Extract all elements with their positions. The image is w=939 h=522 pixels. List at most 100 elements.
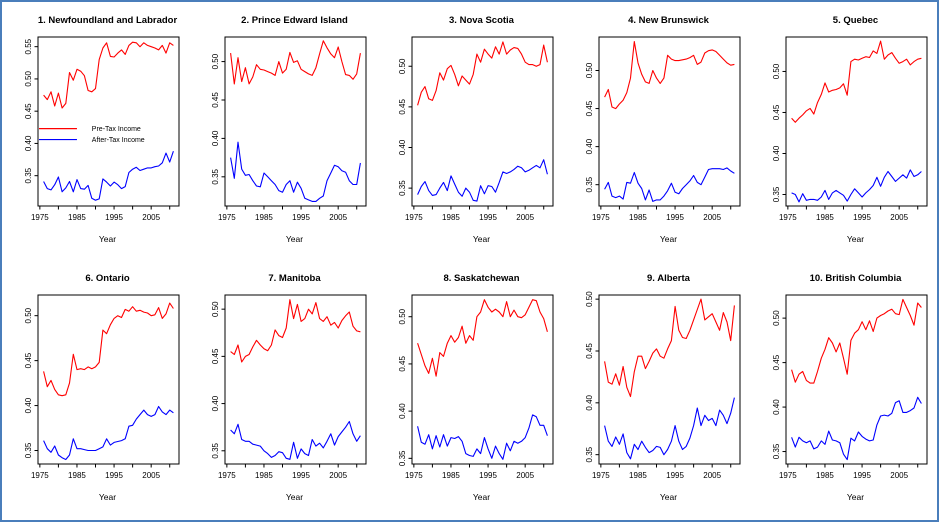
svg-text:0.50: 0.50 [585,291,594,307]
svg-text:0.40: 0.40 [772,399,781,415]
svg-text:0.45: 0.45 [211,92,220,108]
svg-text:1975: 1975 [405,213,423,222]
svg-text:0.45: 0.45 [211,348,220,364]
svg-text:1985: 1985 [442,471,460,480]
svg-text:1985: 1985 [255,213,273,222]
chart-title: 4. New Brunswick [628,15,709,26]
chart-plot-saskatchewan: 1975 1985 1995 2005 0.35 0.40 0.45 0.50 [398,294,554,480]
svg-text:0.45: 0.45 [398,99,407,115]
svg-text:0.35: 0.35 [211,168,220,184]
svg-text:1995: 1995 [479,471,497,480]
chart-plot-newfoundland-and-labrador: 1975 1985 1995 2005 0.35 0.40 0.45 0.50 0.55 Pre-… [24,36,180,222]
chart-title: 1. Newfoundland and Labrador [37,15,178,26]
svg-text:0.40: 0.40 [398,139,407,155]
svg-text:1995: 1995 [666,213,684,222]
svg-text:0.50: 0.50 [772,310,781,326]
chart-plot-prince-edward-island: 1975 1985 1995 2005 0.35 0.40 0.45 0.50 [211,36,367,222]
x-axis-label: Year [846,234,865,244]
svg-text:0.35: 0.35 [772,443,781,459]
svg-text:1985: 1985 [629,471,647,480]
svg-text:2005: 2005 [516,213,534,222]
svg-text:0.40: 0.40 [772,145,781,161]
svg-text:0.35: 0.35 [398,450,407,466]
svg-text:1975: 1975 [779,471,797,480]
svg-text:0.35: 0.35 [585,446,594,462]
svg-text:1985: 1985 [816,213,834,222]
svg-text:1985: 1985 [68,213,86,222]
chart-title: 9. Alberta [647,273,690,284]
chart-plot-manitoba: 1975 1985 1995 2005 0.35 0.40 0.45 0.50 [211,294,367,480]
chart-plot-british-columbia: 1975 1985 1995 2005 0.35 0.40 0.45 0.50 [772,294,928,480]
svg-text:1985: 1985 [629,213,647,222]
svg-text:2005: 2005 [142,471,160,480]
chart-title: 8. Saskatchewan [443,273,520,284]
svg-text:1985: 1985 [816,471,834,480]
svg-text:1985: 1985 [255,471,273,480]
svg-text:0.40: 0.40 [211,130,220,146]
chart-plot-alberta: 1975 1985 1995 2005 0.35 0.40 0.45 0.50 [585,291,741,480]
svg-text:0.40: 0.40 [398,403,407,419]
chart-plot-quebec: 1975 1985 1995 2005 0.35 0.40 0.45 0.50 [772,36,928,222]
svg-text:0.50: 0.50 [211,53,220,69]
svg-text:1975: 1975 [31,471,49,480]
svg-text:1985: 1985 [442,213,460,222]
svg-text:0.50: 0.50 [398,308,407,324]
svg-text:0.45: 0.45 [772,104,781,120]
svg-text:1975: 1975 [779,213,797,222]
chart-alberta: 9. Alberta 1975 1985 1995 2005 0.35 0.40 0.45 0… [565,268,752,518]
svg-text:0.35: 0.35 [24,442,33,458]
chart-british-columbia: 10. British Columbia 1975 1985 1995 2005 0.3… [752,268,939,518]
svg-text:0.45: 0.45 [24,103,33,119]
svg-text:0.35: 0.35 [772,186,781,202]
svg-text:0.45: 0.45 [585,343,594,359]
x-axis-label: Year [285,492,304,502]
chart-title: 5. Quebec [832,15,879,26]
svg-text:1975: 1975 [218,213,236,222]
svg-text:1975: 1975 [405,471,423,480]
x-axis-label: Year [659,234,678,244]
svg-text:0.45: 0.45 [398,356,407,372]
chart-plot-new-brunswick: 1975 1985 1995 2005 0.35 0.40 0.45 0.50 [585,36,741,222]
svg-text:1975: 1975 [31,213,49,222]
svg-text:0.50: 0.50 [585,62,594,78]
svg-text:2005: 2005 [703,471,721,480]
svg-text:1975: 1975 [592,471,610,480]
x-axis-label: Year [98,492,117,502]
svg-text:1995: 1995 [105,213,123,222]
chart-title: 3. Nova Scotia [449,15,514,26]
x-axis-label: Year [472,492,491,502]
chart-title: 7. Manitoba [268,273,321,284]
svg-text:0.45: 0.45 [24,352,33,368]
chart-saskatchewan: 8. Saskatchewan 1975 1985 1995 2005 0.35 0.40… [378,268,565,518]
chart-plot-ontario: 1975 1985 1995 2005 0.35 0.40 0.45 0.50 [24,294,180,480]
x-axis-label: Year [472,234,491,244]
svg-text:0.40: 0.40 [24,135,33,151]
svg-text:2005: 2005 [329,471,347,480]
svg-text:1995: 1995 [479,213,497,222]
svg-text:1985: 1985 [68,471,86,480]
svg-text:0.45: 0.45 [585,100,594,116]
svg-text:1995: 1995 [853,213,871,222]
svg-text:0.50: 0.50 [24,307,33,323]
svg-text:0.40: 0.40 [211,395,220,411]
x-axis-label: Year [98,234,117,244]
chart-nova-scotia: 3. Nova Scotia 1975 1985 1995 2005 0.35 0.40 0… [378,10,565,260]
chart-title: 2. Prince Edward Island [241,15,348,26]
chart-new-brunswick: 4. New Brunswick 1975 1985 1995 2005 0.35 0.4… [565,10,752,260]
chart-title: 10. British Columbia [809,273,902,284]
chart-prince-edward-island: 2. Prince Edward Island 1975 1985 1995 2005… [191,10,378,260]
svg-text:0.50: 0.50 [772,63,781,79]
chart-quebec: 5. Quebec 1975 1985 1995 2005 0.35 0.40 0.45 0.… [752,10,939,260]
svg-text:1975: 1975 [218,471,236,480]
svg-text:2005: 2005 [890,471,908,480]
svg-text:2005: 2005 [703,213,721,222]
svg-text:1995: 1995 [105,471,123,480]
chart-ontario: 6. Ontario 1975 1985 1995 2005 0.35 0.40 0.45 0… [4,268,191,518]
svg-text:1995: 1995 [292,213,310,222]
svg-text:0.35: 0.35 [24,167,33,183]
svg-text:1995: 1995 [853,471,871,480]
svg-text:0.50: 0.50 [24,71,33,87]
svg-text:Pre-Tax Income: Pre-Tax Income [92,126,141,133]
svg-text:1995: 1995 [666,471,684,480]
svg-text:0.55: 0.55 [24,38,33,54]
